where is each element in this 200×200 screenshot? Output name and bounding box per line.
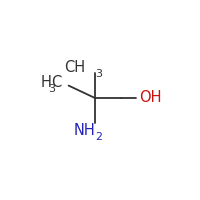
Text: OH: OH [139,90,161,105]
Text: 3: 3 [48,84,55,94]
Text: NH: NH [74,123,96,138]
Text: H: H [41,75,52,90]
Text: C: C [51,75,62,90]
Text: 3: 3 [96,69,103,79]
Text: CH: CH [64,60,86,75]
Text: 2: 2 [96,132,102,142]
